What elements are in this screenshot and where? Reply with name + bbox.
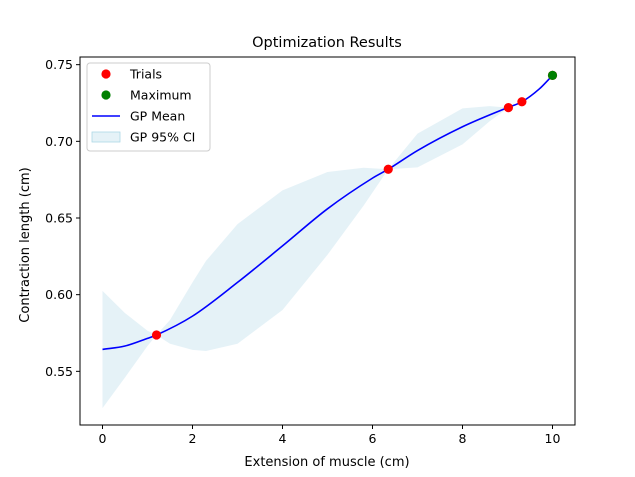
maximum-point [547,70,558,80]
trials-point [517,97,527,107]
axes: 0 2 4 6 8 10 0.55 0.60 0.65 0.70 0.75 [45,56,576,446]
trials-point [383,164,393,174]
legend-label-gp-mean: GP Mean [130,109,185,124]
legend: Trials Maximum GP Mean GP 95% CI [86,62,211,152]
legend-marker-maximum [101,90,111,100]
trials-point [503,103,513,113]
x-tick-label: 2 [189,431,197,446]
x-tick-label: 0 [99,431,107,446]
y-tick-label: 0.60 [45,287,73,302]
x-tick-label: 8 [459,431,467,446]
legend-label-maximum: Maximum [130,88,192,103]
x-tick-label: 6 [369,431,377,446]
gp-mean-line [102,74,554,351]
ci-band [102,75,553,409]
x-tick-label: 4 [279,431,287,446]
legend-label-trials: Trials [129,67,162,82]
y-tick-label: 0.75 [45,57,73,72]
y-tick-label: 0.55 [45,364,73,379]
legend-marker-gp-95-ci [91,131,121,143]
legend-label-gp-95-ci: GP 95% CI [130,130,195,145]
y-tick-label: 0.65 [45,211,73,226]
x-axis-label: Extension of muscle (cm) [244,455,409,470]
legend-box [86,62,211,152]
axes-frame [79,56,576,426]
trials-point [151,330,162,340]
y-axis-label: Contraction length (cm) [18,167,33,322]
plot-area [102,70,558,409]
x-tick-label: 10 [545,431,561,446]
chart-title: Optimization Results [252,35,402,51]
y-tick-label: 0.70 [45,134,73,149]
legend-marker-trials [101,69,111,79]
